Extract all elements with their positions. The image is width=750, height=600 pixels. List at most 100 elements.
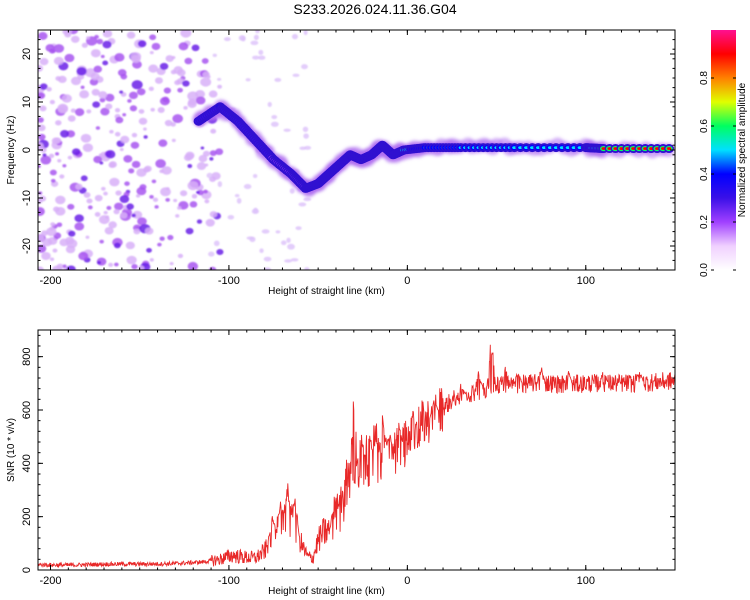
noise-blob bbox=[127, 99, 132, 103]
noise-blob bbox=[144, 227, 154, 235]
noise-blob bbox=[86, 198, 93, 204]
noise-blob bbox=[74, 108, 85, 117]
noise-blob bbox=[179, 190, 188, 197]
noise-blob bbox=[200, 146, 205, 150]
noise-blob bbox=[204, 199, 210, 204]
y-axis-label: Frequency (Hz) bbox=[6, 116, 17, 185]
noise-blob bbox=[177, 69, 186, 77]
noise-blob bbox=[119, 90, 124, 94]
noise-blob bbox=[49, 169, 57, 176]
noise-blob bbox=[177, 87, 183, 93]
noise-blob bbox=[59, 174, 65, 179]
noise-blob bbox=[211, 172, 221, 180]
noise-blob bbox=[189, 201, 198, 208]
noise-blob bbox=[41, 252, 51, 261]
noise-blob bbox=[99, 161, 104, 165]
noise-blob bbox=[38, 133, 46, 141]
noise-blobs bbox=[38, 30, 313, 270]
noise-blob bbox=[270, 121, 279, 127]
noise-blob bbox=[87, 205, 93, 210]
noise-blob bbox=[42, 153, 47, 157]
noise-blob bbox=[177, 253, 184, 259]
noise-blob bbox=[55, 195, 66, 205]
noise-blob bbox=[177, 206, 182, 210]
colorbar-gradient bbox=[711, 30, 736, 270]
noise-blob bbox=[182, 80, 190, 87]
noise-blob bbox=[209, 150, 217, 157]
y-tick-label: 0 bbox=[21, 567, 33, 573]
noise-blob bbox=[67, 203, 75, 210]
noise-blob bbox=[137, 217, 147, 226]
noise-blob bbox=[286, 237, 291, 243]
noise-blob bbox=[98, 91, 108, 99]
noise-blob bbox=[303, 133, 309, 139]
noise-blob bbox=[202, 150, 210, 157]
noise-blob bbox=[209, 211, 218, 218]
noise-blob bbox=[274, 77, 282, 82]
noise-blob bbox=[212, 53, 217, 58]
noise-blob bbox=[131, 263, 138, 270]
noise-blob bbox=[128, 168, 135, 174]
noise-blob bbox=[149, 258, 154, 262]
noise-blob bbox=[74, 214, 84, 223]
noise-blob bbox=[171, 138, 176, 143]
x-tick-label: 0 bbox=[404, 575, 410, 587]
noise-blob bbox=[45, 44, 55, 52]
noise-blob bbox=[114, 202, 124, 211]
noise-blob bbox=[291, 33, 298, 40]
noise-blob bbox=[119, 195, 130, 204]
noise-blob bbox=[64, 53, 75, 63]
noise-blob bbox=[143, 135, 148, 139]
noise-blob bbox=[126, 31, 136, 39]
noise-blob bbox=[292, 73, 300, 78]
noise-blob bbox=[136, 168, 147, 177]
noise-blob bbox=[143, 127, 147, 131]
noise-blob bbox=[119, 147, 124, 152]
y-tick-label: 400 bbox=[21, 454, 33, 472]
noise-blob bbox=[210, 128, 217, 134]
noise-blob bbox=[209, 157, 214, 161]
noise-blob bbox=[94, 194, 103, 202]
noise-blob bbox=[267, 101, 272, 108]
noise-blob bbox=[195, 89, 206, 99]
noise-blob bbox=[157, 107, 165, 113]
noise-blob bbox=[250, 40, 259, 46]
snr-series-line bbox=[38, 344, 675, 569]
noise-blob bbox=[295, 226, 302, 231]
noise-blob bbox=[39, 105, 47, 112]
noise-blob bbox=[246, 236, 255, 240]
noise-blob bbox=[252, 173, 258, 179]
noise-blob bbox=[131, 80, 143, 90]
colorbar-label: Normalized spectral amplitude bbox=[737, 82, 748, 217]
noise-blob bbox=[236, 197, 242, 204]
noise-blob bbox=[39, 58, 49, 66]
noise-blob bbox=[289, 188, 295, 194]
noise-blob bbox=[80, 85, 85, 89]
ridge-core bbox=[666, 147, 672, 150]
noise-blob bbox=[148, 64, 159, 73]
noise-blob bbox=[38, 206, 45, 217]
noise-blob bbox=[109, 129, 114, 134]
noise-blob bbox=[165, 55, 174, 62]
noise-blob bbox=[80, 133, 92, 143]
noise-blob bbox=[158, 139, 168, 147]
noise-blob bbox=[301, 64, 308, 70]
noise-blob bbox=[67, 155, 73, 160]
spectrogram-blobs bbox=[38, 30, 675, 270]
noise-blob bbox=[122, 113, 127, 117]
colorbar-tick-label: 0.8 bbox=[699, 71, 710, 85]
noise-blob bbox=[39, 83, 48, 90]
noise-blob bbox=[46, 227, 57, 237]
noise-blob bbox=[67, 115, 76, 122]
noise-blob bbox=[135, 194, 141, 198]
noise-blob bbox=[154, 205, 159, 209]
noise-blob bbox=[169, 262, 174, 266]
noise-blob bbox=[164, 119, 173, 127]
noise-blob bbox=[136, 88, 146, 96]
noise-blob bbox=[95, 126, 101, 130]
noise-blob bbox=[75, 183, 83, 190]
y-tick-label: -10 bbox=[21, 190, 33, 206]
x-tick-label: -100 bbox=[218, 275, 240, 287]
